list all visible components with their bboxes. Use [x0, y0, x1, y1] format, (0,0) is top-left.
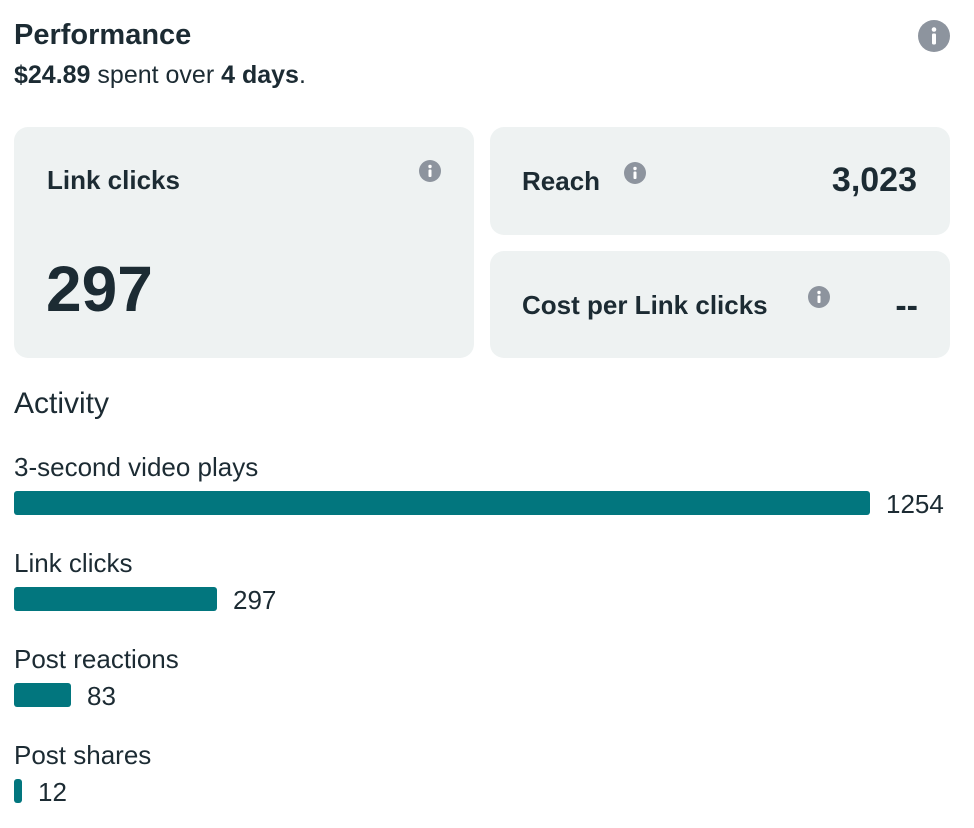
- cost-per-link-click-value: --: [895, 287, 918, 325]
- spent-middle-text: spent over: [90, 61, 222, 89]
- reach-value: 3,023: [831, 161, 917, 199]
- reach-label: Reach: [522, 166, 601, 196]
- activity-label: Link clicks: [14, 548, 133, 578]
- spent-duration: 4 days: [221, 61, 299, 89]
- bar-track: 83: [14, 681, 870, 711]
- activity-value: 83: [87, 681, 116, 711]
- activity-bar-row: 1254: [14, 489, 964, 519]
- activity-label: Post shares: [14, 740, 152, 770]
- activity-bar-row: 297: [14, 585, 964, 615]
- activity-bar: [14, 683, 71, 707]
- activity-label: 3-second video plays: [14, 452, 259, 482]
- activity-bar-row: 12: [14, 777, 964, 807]
- activity-title: Activity: [14, 387, 110, 420]
- spend-summary: $24.89 spent over 4 days.: [14, 58, 306, 92]
- info-icon[interactable]: [918, 20, 950, 52]
- spent-amount: $24.89: [14, 61, 91, 89]
- activity-bar: [14, 587, 217, 611]
- info-icon[interactable]: [808, 286, 830, 308]
- activity-item-video-plays: 3-second video plays 1254: [14, 450, 964, 540]
- activity-bar: [14, 491, 870, 515]
- reach-card: Reach 3,023: [490, 127, 950, 235]
- info-icon[interactable]: [624, 162, 646, 184]
- cost-per-link-click-card: Cost per Link clicks --: [490, 251, 950, 358]
- activity-label: Post reactions: [14, 644, 179, 674]
- link-clicks-label: Link clicks: [47, 165, 180, 195]
- activity-item-link-clicks: Link clicks 297: [14, 546, 964, 636]
- activity-item-post-reactions: Post reactions 83: [14, 642, 964, 732]
- activity-item-post-shares: Post shares 12: [14, 738, 964, 828]
- link-clicks-value: 297: [46, 253, 153, 325]
- bar-track: 297: [14, 585, 870, 615]
- page-title: Performance: [14, 19, 192, 51]
- activity-value: 297: [233, 585, 277, 615]
- link-clicks-card: Link clicks 297: [14, 127, 474, 358]
- activity-value: 1254: [886, 489, 944, 519]
- spent-end-text: .: [298, 61, 306, 89]
- cost-per-link-click-label: Cost per Link clicks: [522, 290, 768, 320]
- bar-track: 12: [14, 777, 870, 807]
- activity-value: 12: [38, 777, 67, 807]
- activity-bar: [14, 779, 22, 803]
- info-icon[interactable]: [419, 160, 441, 182]
- bar-track: 1254: [14, 489, 944, 519]
- activity-bar-row: 83: [14, 681, 964, 711]
